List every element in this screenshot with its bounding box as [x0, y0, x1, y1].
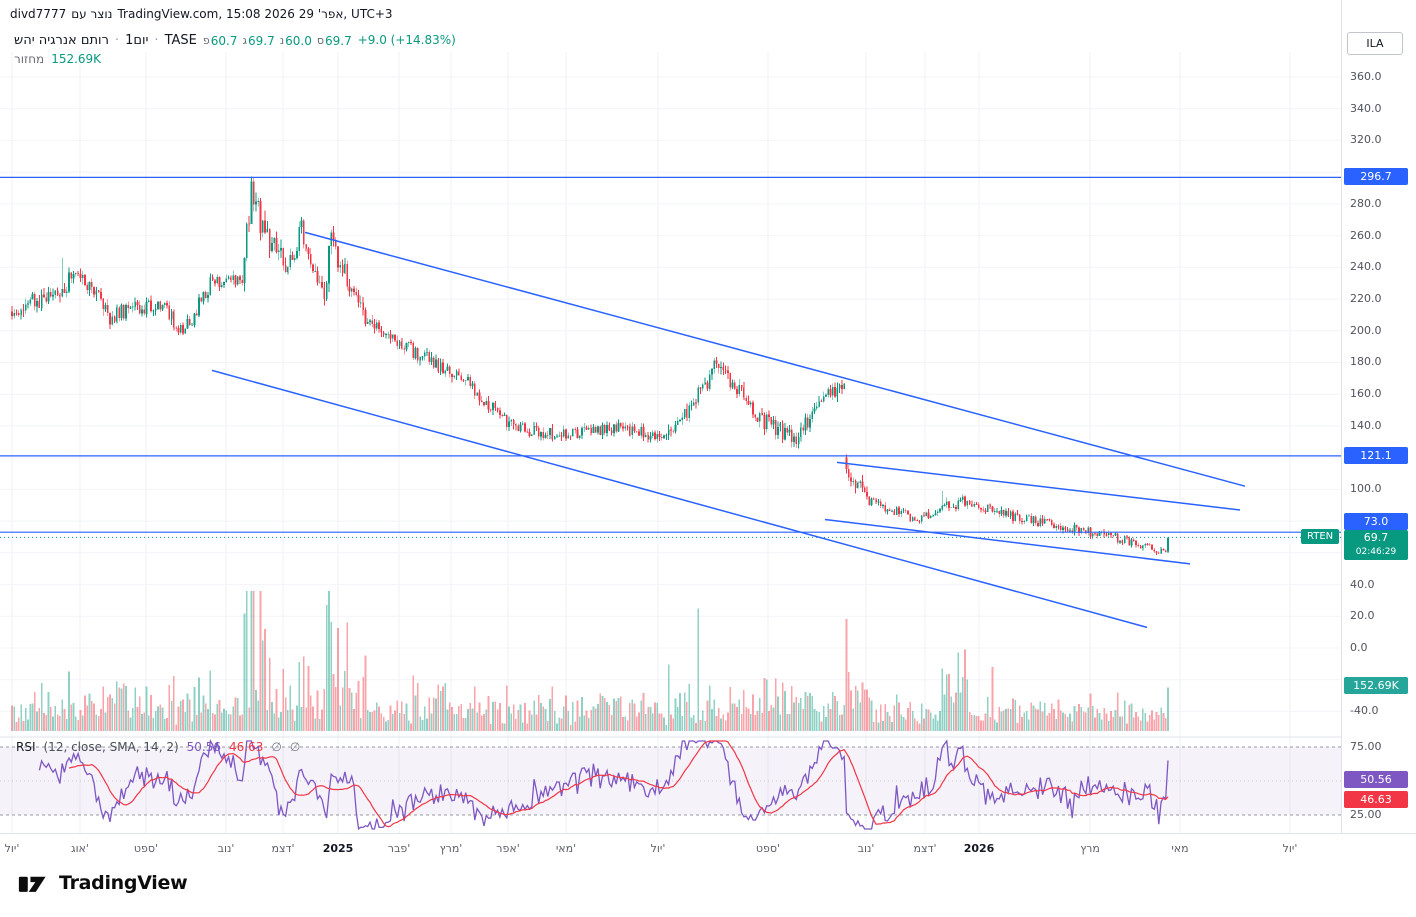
- ohlc-pair: ג 69.7: [242, 34, 274, 48]
- change-value: +9.0 (+14.83%): [357, 33, 456, 47]
- price-tick: 140.0: [1350, 418, 1382, 432]
- volume-axis-badge: 152.69K: [1344, 677, 1408, 694]
- last-price-value: 69.7: [1363, 531, 1389, 545]
- time-tick: דצמ': [271, 842, 295, 855]
- price-tick: 320.0: [1350, 133, 1382, 147]
- rsi-ma-badge: 46.63: [1344, 790, 1408, 808]
- symbol-name[interactable]: רותם אנרגיה יהש: [14, 33, 109, 48]
- rsi-menu-icon[interactable]: ∅: [289, 740, 301, 754]
- currency-box[interactable]: ILA: [1347, 32, 1403, 55]
- price-tick: 0.0: [1350, 640, 1368, 654]
- rsi-value: 50.56: [186, 740, 221, 754]
- tradingview-logo[interactable]: TradingView: [18, 870, 188, 896]
- price-tick: 180.0: [1350, 355, 1382, 369]
- rsi-pane: [0, 739, 1341, 831]
- rsi-value-badge: 50.56: [1344, 771, 1408, 789]
- time-tick: נוב': [857, 842, 875, 855]
- countdown-timer: 02:46:29: [1355, 547, 1397, 558]
- chart-canvas[interactable]: [0, 52, 1341, 833]
- price-tick: 40.0: [1350, 577, 1375, 591]
- price-tick: 20.0: [1350, 609, 1375, 623]
- time-tick: יול': [650, 842, 666, 855]
- rsi-title[interactable]: RSI: [16, 740, 36, 754]
- price-tick: 220.0: [1350, 292, 1382, 306]
- price-tick: 100.0: [1350, 482, 1382, 496]
- ticker-tag: RTEN: [1301, 529, 1340, 544]
- rsi-legend: RSI (12, close, SMA, 14, 2) 50.56 46.63 …: [16, 740, 300, 754]
- exchange-label[interactable]: TASE: [164, 33, 197, 48]
- rsi-lower-tick: 25.00: [1350, 808, 1382, 821]
- ohlc-number: 60.7: [210, 34, 238, 48]
- price-level-badge: 121.1: [1344, 446, 1408, 464]
- price-tick: -40.0: [1350, 704, 1379, 718]
- symbol-legend: רותם אנרגיה יהש · 1יום · TASE פ 60.7 ג 69.7…: [14, 33, 456, 48]
- ohlc-number: 69.7: [248, 34, 275, 48]
- time-tick: מרץ: [1080, 842, 1100, 855]
- volume-label: מחזור: [14, 52, 45, 66]
- ohlc-key: נ: [279, 34, 285, 47]
- rsi-params: (12, close, SMA, 14, 2): [43, 740, 179, 754]
- volume-layer: [11, 591, 1169, 731]
- rsi-upper-tick: 75.00: [1350, 740, 1382, 753]
- price-level-badge: 296.7: [1344, 168, 1408, 186]
- credit-user: divd7777: [10, 7, 67, 21]
- time-tick: מאי: [1171, 842, 1189, 855]
- ohlc-pair: פ 60.7: [203, 34, 238, 48]
- level-lines[interactable]: [0, 176, 1341, 533]
- time-tick: נוב': [217, 842, 235, 855]
- ohlc-values: פ 60.7 ג 69.7 נ 60.0 ס 69.7: [203, 34, 352, 48]
- ohlc-key: ס: [316, 34, 324, 47]
- time-tick: יול': [1282, 842, 1298, 855]
- ohlc-key: ג: [242, 34, 247, 47]
- price-tick: 200.0: [1350, 323, 1382, 337]
- rsi-hide-icon[interactable]: ∅: [271, 740, 282, 754]
- volume-legend: מחזור 152.69K: [14, 52, 101, 66]
- price-tick: 340.0: [1350, 101, 1382, 115]
- time-tick: דצמ': [913, 842, 937, 855]
- volume-value: 152.69K: [51, 52, 102, 66]
- price-axis[interactable]: ILA 360.0 340.0 320.0 280.0 260.0 240.0 220.0 2…: [1341, 0, 1416, 833]
- price-level-badge: 73.0: [1344, 513, 1408, 531]
- ohlc-key: פ: [202, 34, 210, 47]
- credit-created-with: נוצר עם: [71, 7, 113, 21]
- time-tick: ספט': [133, 842, 159, 855]
- time-tick: 2025: [322, 842, 354, 855]
- legend-separator: ·: [114, 33, 120, 48]
- tradingview-mark: [18, 876, 46, 892]
- time-tick: פבר': [387, 842, 411, 855]
- ohlc-pair: נ 60.0: [280, 34, 312, 48]
- tradingview-wordmark: TradingView: [59, 872, 188, 894]
- legend-separator: ·: [154, 33, 159, 48]
- time-tick: אפר': [496, 842, 520, 855]
- time-axis[interactable]: יול' אוג' ספט' נוב' דצמ' 2025 פבר' מרץ' אפר' מאי'…: [0, 833, 1416, 864]
- trend-lines[interactable]: [211, 231, 1246, 629]
- ohlc-number: 69.7: [324, 34, 352, 48]
- time-tick: יול': [4, 842, 20, 855]
- price-tick: 360.0: [1350, 70, 1382, 83]
- time-tick: ספט': [755, 842, 781, 855]
- grid-layer: [0, 52, 1341, 833]
- time-tick: 2026: [963, 842, 995, 855]
- credit-line: divd7777 נוצר עם TradingView.com, 15:08 …: [10, 7, 393, 21]
- time-tick: אוג': [71, 842, 89, 855]
- rsi-ma-value: 46.63: [229, 740, 264, 754]
- price-tick: 280.0: [1350, 196, 1382, 210]
- ohlc-pair: ס 69.7: [317, 34, 352, 48]
- price-tick: 160.0: [1350, 387, 1382, 401]
- time-tick: מרץ': [439, 842, 463, 855]
- candles-layer: [11, 176, 1169, 555]
- price-tick: 240.0: [1350, 260, 1382, 274]
- time-tick: מאי': [555, 842, 577, 855]
- price-tick: 260.0: [1350, 228, 1382, 242]
- interval-label[interactable]: 1יום: [125, 33, 149, 48]
- last-price-badge: 69.7 02:46:29: [1344, 530, 1408, 561]
- ohlc-number: 60.0: [285, 34, 312, 48]
- credit-site-time: TradingView.com, 15:08 2026 אפר' 29, UTC…: [117, 7, 393, 21]
